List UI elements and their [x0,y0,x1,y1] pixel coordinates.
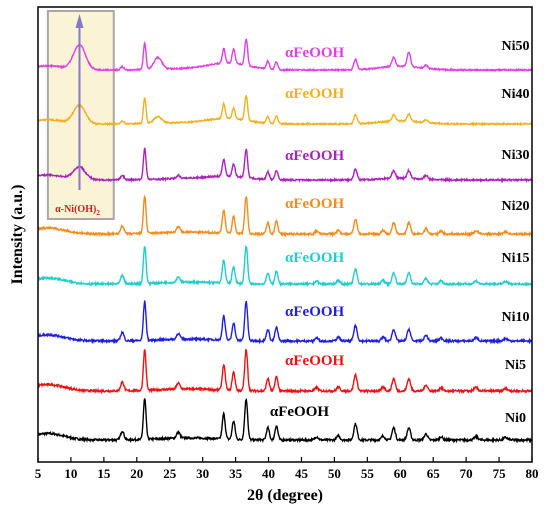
x-tick-label: 5 [35,466,42,481]
series-line-ni0 [37,397,533,444]
series-line-ni10 [37,300,533,345]
x-tick-label: 55 [361,466,375,481]
x-tick-label: 65 [427,466,441,481]
x-tick-label: 20 [130,466,143,481]
sample-label-ni40: Ni40 [502,87,530,102]
plot-frame [37,6,533,463]
phase-label-ni5: αFeOOH [285,353,345,369]
phase-label-ni20: αFeOOH [285,196,345,212]
x-tick-label: 15 [97,466,111,481]
x-axis-title: 2θ (degree) [247,487,323,504]
series-line-ni5 [37,348,533,395]
phase-label-ni50: αFeOOH [285,45,345,61]
x-tick-label: 25 [163,466,177,481]
series-line-ni15 [37,244,533,288]
inset-arrow-head [75,14,84,28]
x-tick-label: 35 [229,466,243,481]
inset-label: α-Ni(OH)2 [55,204,100,217]
sample-label-ni10: Ni10 [502,310,530,325]
x-tick-label: 40 [262,466,275,481]
series-layer: αFeOOH Ni0 αFeOOH Ni5 αFeOOH Ni10 αFeOOH Ni15 αF… [37,38,533,444]
series-line-ni40 [37,94,533,127]
x-tick-label: 50 [328,466,341,481]
sample-label-ni30: Ni30 [502,148,530,163]
x-tick-label: 60 [394,466,407,481]
sample-label-ni0: Ni0 [505,411,526,426]
phase-label-ni15: αFeOOH [285,250,345,266]
x-tick-label: 30 [196,466,209,481]
sample-label-ni15: Ni15 [502,251,530,266]
phase-label-ni40: αFeOOH [285,86,345,102]
series-line-ni30 [37,147,533,184]
phase-label-ni0: αFeOOH [270,404,330,420]
x-axis: 5 10 15 20 25 30 35 40 45 50 55 60 65 70 75 80 [35,457,539,481]
x-tick-label: 75 [493,466,507,481]
phase-label-ni10: αFeOOH [285,304,345,320]
series-line-ni50 [37,38,533,73]
x-tick-label: 45 [295,466,309,481]
x-tick-label: 70 [460,466,473,481]
y-axis-title: Intensity (a.u.) [9,184,26,284]
sample-label-ni20: Ni20 [502,199,530,214]
sample-label-ni5: Ni5 [505,358,526,373]
x-tick-label: 10 [64,466,77,481]
x-tick-label: 80 [526,466,539,481]
sample-label-ni50: Ni50 [502,39,530,54]
series-line-ni20 [37,194,533,238]
inset-box [46,10,115,220]
phase-label-ni30: αFeOOH [285,148,345,164]
